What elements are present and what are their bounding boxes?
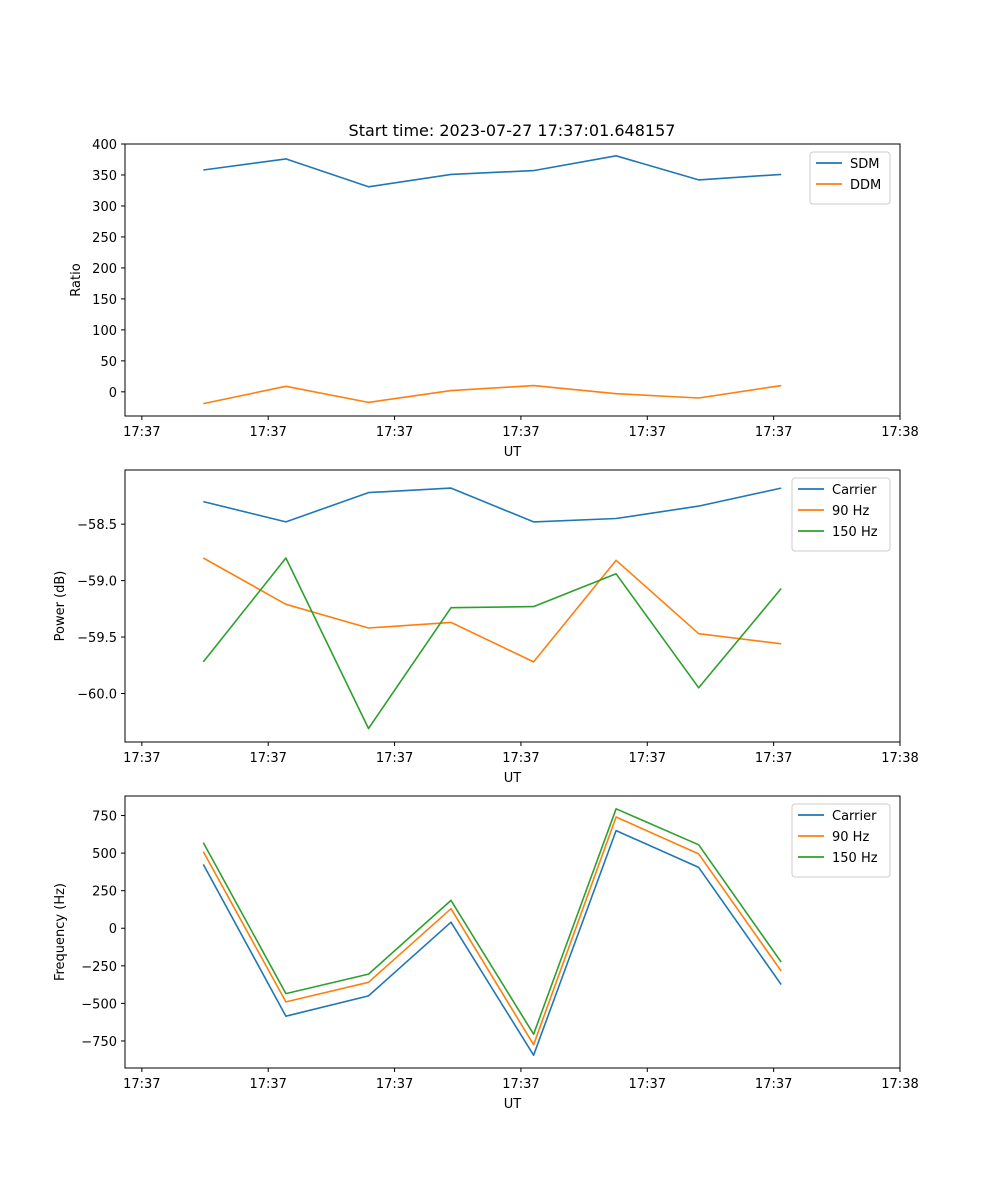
legend-label: Carrier <box>832 809 877 824</box>
x-tick-label: 17:37 <box>376 751 413 766</box>
legend-label: DDM <box>850 178 881 193</box>
x-tick-label: 17:37 <box>249 751 286 766</box>
legend-label: 90 Hz <box>832 504 869 519</box>
series-line-90-hz <box>202 557 782 663</box>
legend-box <box>791 477 891 552</box>
series-line-150-hz <box>202 807 782 1035</box>
legend: SDM DDM <box>809 151 891 205</box>
plot-frame <box>124 795 901 1069</box>
y-tick-label: 250 <box>92 231 117 246</box>
charts-container: 17:37 17:37 17:37 17:37 17:37 17:37 17:38 0 50 10… <box>53 138 919 1112</box>
x-tick-label: 17:37 <box>502 751 539 766</box>
series-line-90-hz <box>202 816 782 1046</box>
y-tick-label: 0 <box>109 922 117 937</box>
x-tick-label: 17:37 <box>755 1077 792 1092</box>
series-line-ddm <box>203 384 782 405</box>
chart-panel-2: 17:37 17:37 17:37 17:37 17:37 17:37 17:38 −58.5… <box>53 469 919 786</box>
legend-label: 90 Hz <box>832 830 869 845</box>
y-tick-label: 100 <box>92 324 117 339</box>
x-tick-label: 17:37 <box>123 425 160 440</box>
x-tick-label: 17:37 <box>629 1077 666 1092</box>
x-tick-label: 17:37 <box>376 425 413 440</box>
series-line-150-hz <box>202 557 782 730</box>
figure-title: Start time: 2023-07-27 17:37:01.648157 <box>349 121 676 140</box>
legend-box <box>809 151 891 205</box>
y-tick-label: −59.0 <box>77 575 117 590</box>
x-tick-label: 17:37 <box>755 425 792 440</box>
y-axis-label: Ratio <box>69 263 84 296</box>
chart-panel-3: 17:37 17:37 17:37 17:37 17:37 17:37 17:38 −750 −… <box>53 795 919 1112</box>
legend-label: Carrier <box>832 483 877 498</box>
x-tick-label: 17:37 <box>249 425 286 440</box>
y-tick-label: 0 <box>109 386 117 401</box>
y-tick-label: 50 <box>100 355 117 370</box>
y-tick-label: 750 <box>92 810 117 825</box>
y-tick-label: 200 <box>92 262 117 277</box>
legend: Carrier 90 Hz 150 Hz <box>791 477 891 552</box>
series-line-carrier <box>202 829 782 1056</box>
y-tick-label: 500 <box>92 847 117 862</box>
y-tick-label: −60.0 <box>77 687 117 702</box>
x-axis-label: UT <box>504 445 522 460</box>
x-tick-label: 17:37 <box>629 425 666 440</box>
legend-label: SDM <box>850 157 879 172</box>
y-tick-label: 300 <box>92 200 117 215</box>
x-tick-label: 17:37 <box>755 751 792 766</box>
legend-box <box>791 803 891 878</box>
x-axis-label: UT <box>504 771 522 786</box>
y-tick-label: 400 <box>92 138 117 153</box>
y-tick-label: −500 <box>81 997 117 1012</box>
x-tick-label: 17:37 <box>123 1077 160 1092</box>
plot-frame <box>124 469 901 743</box>
y-tick-label: 150 <box>92 293 117 308</box>
y-tick-label: 350 <box>92 169 117 184</box>
x-tick-label: 17:37 <box>376 1077 413 1092</box>
plot-frame <box>124 143 901 417</box>
x-tick-label: 17:38 <box>881 425 918 440</box>
legend: Carrier 90 Hz 150 Hz <box>791 803 891 878</box>
x-tick-label: 17:37 <box>629 751 666 766</box>
y-axis-label: Frequency (Hz) <box>53 883 68 981</box>
y-tick-label: −250 <box>81 960 117 975</box>
y-tick-label: 250 <box>92 885 117 900</box>
y-tick-label: −750 <box>81 1035 117 1050</box>
x-tick-label: 17:37 <box>123 751 160 766</box>
x-tick-label: 17:37 <box>502 1077 539 1092</box>
x-tick-label: 17:37 <box>502 425 539 440</box>
x-tick-label: 17:38 <box>881 1077 918 1092</box>
legend-label: 150 Hz <box>832 525 878 540</box>
y-tick-label: −58.5 <box>77 518 117 533</box>
series-line-carrier <box>203 487 782 523</box>
chart-panel-1: 17:37 17:37 17:37 17:37 17:37 17:37 17:38 0 50 10… <box>69 138 919 460</box>
y-axis-label: Power (dB) <box>53 571 68 642</box>
x-tick-label: 17:38 <box>881 751 918 766</box>
y-tick-label: −59.5 <box>77 631 117 646</box>
x-tick-label: 17:37 <box>249 1077 286 1092</box>
x-axis-label: UT <box>504 1097 522 1112</box>
series-line-sdm <box>203 155 782 188</box>
legend-label: 150 Hz <box>832 851 878 866</box>
